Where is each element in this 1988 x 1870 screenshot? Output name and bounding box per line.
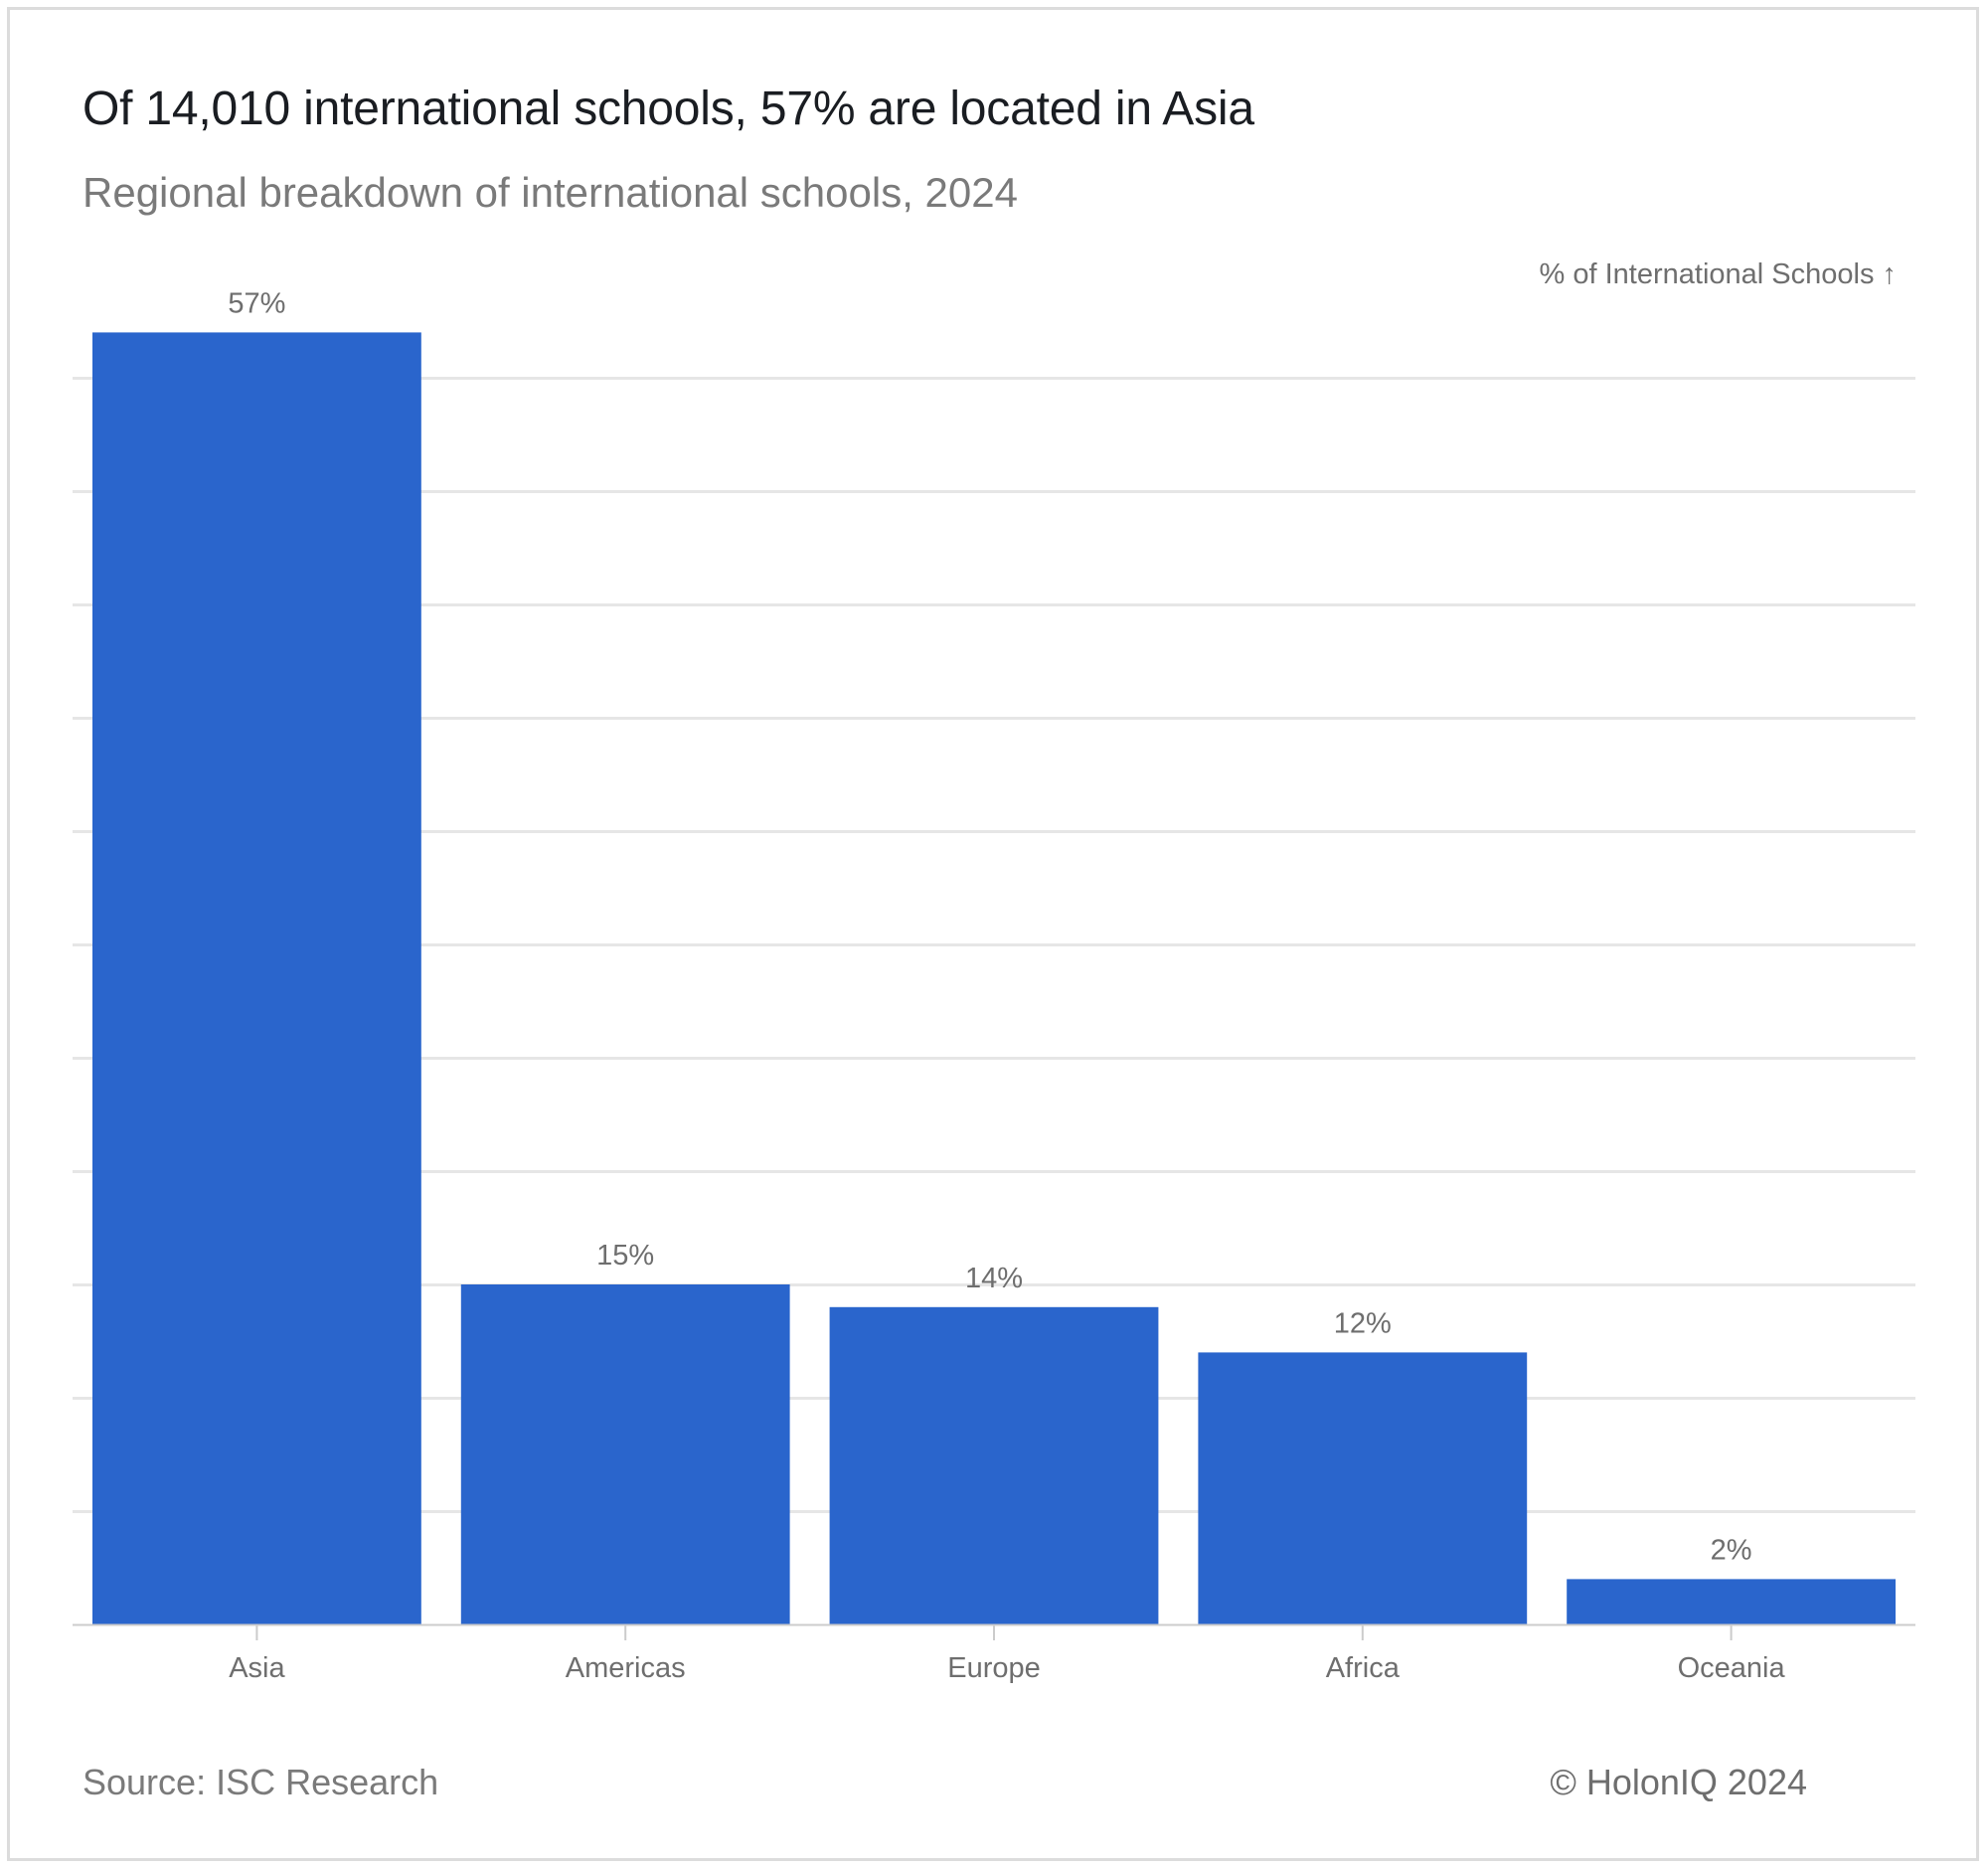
bar-asia <box>92 332 421 1624</box>
bar-europe <box>829 1306 1159 1624</box>
x-tick-label-europe: Europe <box>947 1652 1041 1684</box>
bar-oceania <box>1567 1579 1896 1624</box>
data-label-oceania: 2% <box>1711 1534 1752 1566</box>
x-tick-label-africa: Africa <box>1326 1652 1401 1684</box>
y-axis-label: % of International Schools ↑ <box>1539 258 1897 290</box>
data-label-americas: 15% <box>596 1240 654 1272</box>
bars <box>92 332 1896 1624</box>
data-label-africa: 12% <box>1334 1307 1392 1339</box>
chart-subtitle: Regional breakdown of international scho… <box>83 169 1018 216</box>
bar-americas <box>460 1284 790 1624</box>
data-labels: 57% 15% 14% 12% 2% <box>228 287 1751 1566</box>
chart-title: Of 14,010 international schools, 57% are… <box>83 83 1254 135</box>
x-tick-label-oceania: Oceania <box>1678 1652 1786 1684</box>
data-label-asia: 57% <box>228 287 285 319</box>
x-tick-label-americas: Americas <box>566 1652 686 1684</box>
copyright-note: © HolonIQ 2024 <box>1550 1762 1807 1802</box>
data-label-europe: 14% <box>965 1263 1023 1294</box>
source-note: Source: ISC Research <box>83 1762 439 1802</box>
x-axis: Asia Americas Europe Africa Oceania <box>73 1623 1915 1684</box>
bar-africa <box>1198 1352 1528 1624</box>
x-tick-label-asia: Asia <box>229 1652 285 1684</box>
